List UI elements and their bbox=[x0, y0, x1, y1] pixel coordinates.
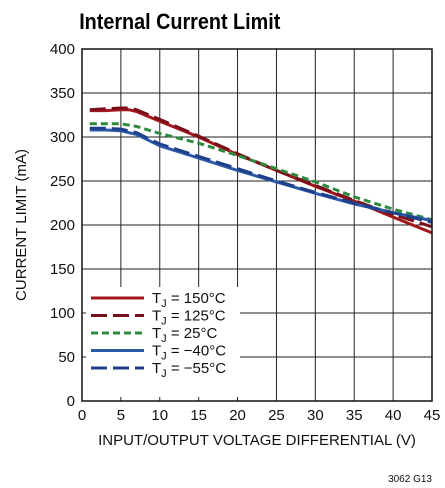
y-tick-label: 50 bbox=[58, 349, 75, 366]
x-tick-label: 40 bbox=[385, 407, 402, 424]
y-tick-label: 250 bbox=[50, 173, 75, 190]
plot-frame bbox=[81, 48, 433, 402]
legend-label-3: TJ = −40°C bbox=[152, 343, 226, 363]
chart-title: Internal Current Limit bbox=[79, 10, 280, 34]
legend-label-0: TJ = 150°C bbox=[152, 290, 226, 310]
grid bbox=[82, 49, 432, 401]
x-tick-label: 35 bbox=[346, 407, 363, 424]
legend: TJ = 150°CTJ = 125°CTJ = 25°CTJ = −40°CT… bbox=[86, 287, 240, 397]
x-tick-label: 5 bbox=[117, 407, 125, 424]
x-tick-label: 25 bbox=[268, 407, 285, 424]
y-tick-label: 350 bbox=[50, 85, 75, 102]
series-line-2 bbox=[89, 122, 433, 222]
y-axis-label: CURRENT LIMIT (mA) bbox=[13, 149, 30, 301]
x-axis-label: INPUT/OUTPUT VOLTAGE DIFFERENTIAL (V) bbox=[98, 432, 416, 449]
figure-id: 3062 G13 bbox=[388, 474, 432, 485]
legend-background bbox=[86, 287, 240, 397]
y-tick-label: 100 bbox=[50, 305, 75, 322]
series-lines bbox=[89, 106, 433, 235]
y-tick-label: 400 bbox=[50, 41, 75, 58]
series-line-3 bbox=[89, 128, 433, 223]
y-tick-label: 150 bbox=[50, 261, 75, 278]
legend-label-4: TJ = −55°C bbox=[152, 360, 226, 380]
series-line-0 bbox=[89, 108, 433, 235]
series-line-4 bbox=[89, 126, 433, 224]
y-tick-label: 200 bbox=[50, 217, 75, 234]
legend-label-1: TJ = 125°C bbox=[152, 308, 226, 328]
x-tick-label: 0 bbox=[78, 407, 86, 424]
x-tick-label: 20 bbox=[229, 407, 246, 424]
legend-label-2: TJ = 25°C bbox=[152, 325, 217, 345]
x-tick-labels: 0 5 10 15 20 25 30 35 40 45 bbox=[78, 407, 441, 424]
x-tick-label: 45 bbox=[424, 407, 441, 424]
x-tick-label: 30 bbox=[307, 407, 324, 424]
y-tick-label: 300 bbox=[50, 129, 75, 146]
series-line-1 bbox=[89, 106, 433, 229]
y-tick-label: 0 bbox=[67, 393, 75, 410]
y-tick-labels: 0 50 100 150 200 250 300 350 400 bbox=[50, 41, 75, 410]
x-tick-label: 15 bbox=[190, 407, 207, 424]
x-tick-label: 10 bbox=[151, 407, 168, 424]
